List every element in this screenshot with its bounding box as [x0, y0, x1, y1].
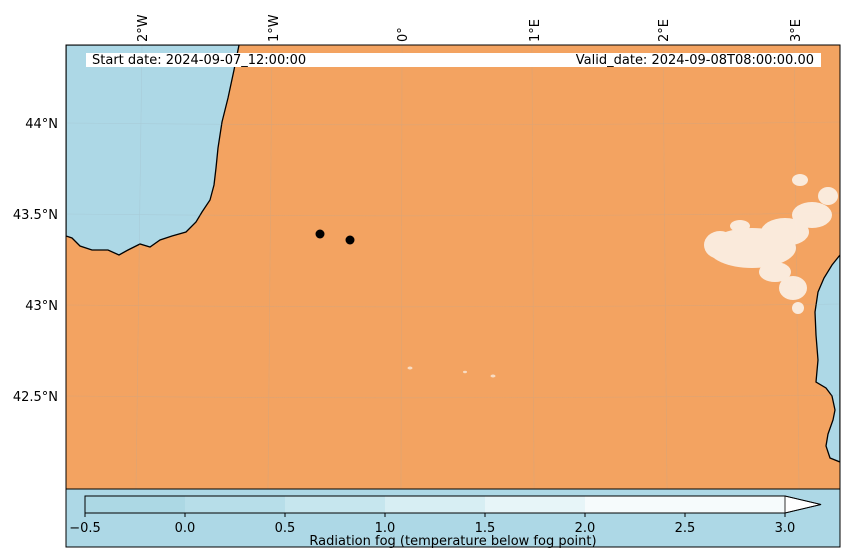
lat-label-42-5n: 42.5°N: [13, 390, 58, 405]
cbar-tick-label-7: 2.5: [675, 521, 696, 536]
lon-label-2w: 2°W: [136, 14, 151, 42]
colorbar-segment-4: [385, 496, 485, 513]
marker-point-1: [315, 229, 325, 239]
colorbar-segment-1: [85, 496, 185, 513]
date-banner: [86, 53, 821, 67]
colorbar-label: Radiation fog (temperature below fog poi…: [309, 534, 596, 549]
mediterranean-sea: [814, 253, 840, 463]
cbar-tick-label-2: 0.0: [175, 521, 196, 536]
lon-label-2e: 2°E: [657, 19, 672, 42]
cbar-tick-label-4: 1.0: [375, 521, 396, 536]
lat-label-43n: 43°N: [25, 299, 58, 314]
fog-speckles: [407, 366, 496, 378]
colorbar-outline: [84, 495, 822, 514]
map-area: [66, 45, 840, 489]
colorbar-segment-5: [485, 496, 585, 513]
valid-date-text: Valid_date: 2024-09-08T08:00:00.00: [576, 53, 814, 68]
lat-label-44n: 44°N: [25, 117, 58, 132]
cbar-tick-label-5: 1.5: [475, 521, 496, 536]
colorbar-ticks: [84, 513, 786, 517]
lon-label-1w: 1°W: [267, 14, 282, 42]
colorbar-segment-3: [285, 496, 385, 513]
lon-label-3e: 3°E: [789, 19, 804, 42]
cbar-tick-label-3: 0.5: [275, 521, 296, 536]
lon-label-1e: 1°E: [528, 19, 543, 42]
graticule: [66, 45, 840, 489]
colorbar: [84, 495, 822, 517]
cbar-tick-label-1: −0.5: [69, 521, 101, 536]
fog-patch: [704, 174, 838, 314]
marker-point-2: [345, 235, 355, 245]
start-date-text: Start date: 2024-09-07_12:00:00: [92, 53, 306, 68]
cbar-tick-label-8: 3.0: [775, 521, 796, 536]
cbar-tick-label-6: 2.0: [575, 521, 596, 536]
atlantic-sea: [66, 45, 240, 256]
lon-label-0: 0°: [396, 27, 411, 42]
colorbar-segment-2: [185, 496, 285, 513]
lat-label-43-5n: 43.5°N: [13, 208, 58, 223]
colorbar-segment-6: [585, 496, 785, 513]
